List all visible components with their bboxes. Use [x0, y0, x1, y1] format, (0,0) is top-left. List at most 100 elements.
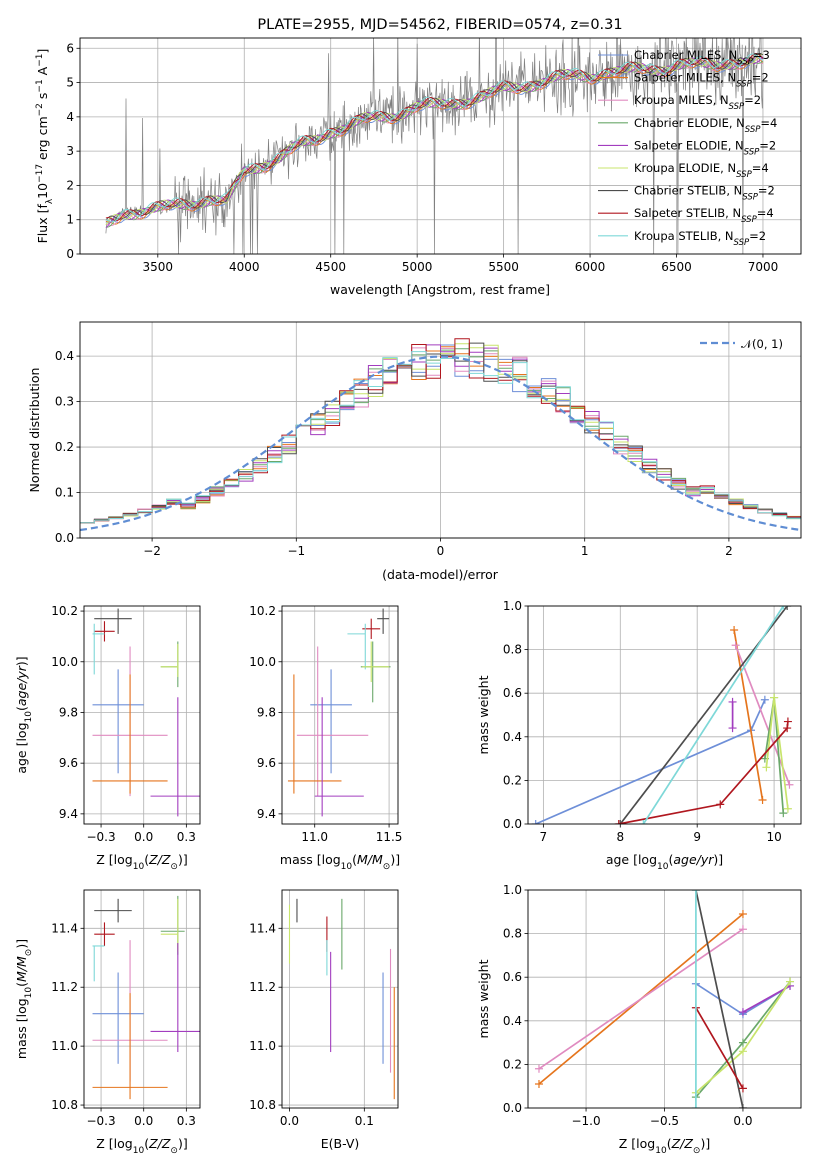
- x-tick-label: −0.3: [86, 1114, 115, 1128]
- label-part: )]: [178, 852, 188, 867]
- series-kroupa-stelib: [691, 890, 700, 1108]
- y-tick-label: 11.2: [51, 980, 78, 994]
- label-part: 10: [341, 862, 353, 872]
- model-spectrum-chabrier-elodie: [105, 57, 764, 228]
- x-tick-label: 10: [766, 830, 781, 844]
- label-part: 10: [24, 987, 34, 999]
- series-marker: [738, 909, 747, 918]
- x-tick-label: 2: [725, 544, 733, 558]
- y-tick-label: 0.4: [55, 349, 74, 363]
- y-axis-label: Flux [fλ10−17 erg cm−2 s−1 A−1]: [35, 49, 55, 244]
- x-tick-label: 9: [693, 830, 701, 844]
- y-tick-label: 9.6: [59, 756, 78, 770]
- errorbar-kroupa-stelib: [92, 945, 105, 982]
- label-part: (: [144, 1136, 149, 1151]
- label-part: Z [log: [619, 1136, 655, 1151]
- errorbar-salpeter-miles: [287, 674, 342, 794]
- y-tick-label: 4: [66, 110, 74, 124]
- legend-subscript: SSP: [742, 193, 758, 203]
- errorbar-chabrier-stelib: [94, 608, 132, 634]
- series-marker: [783, 717, 792, 726]
- legend-suffix: =2: [758, 184, 775, 198]
- label-part: )]: [14, 939, 29, 949]
- legend-text: Kroupa MILES, N: [634, 93, 729, 107]
- label-part: erg cm: [35, 116, 50, 164]
- plot-area: [80, 338, 801, 532]
- series-marker: [716, 800, 725, 809]
- x-tick-label: 3500: [143, 260, 174, 274]
- y-tick-label: 3: [66, 144, 74, 158]
- axes-age_vs_Z: −0.3 0.0 0.3 9.4 9.6 9.8 10.0 10.2: [51, 604, 201, 844]
- y-tick-label: 0.2: [503, 1057, 522, 1071]
- errorbar-chabrier-elodie: [160, 641, 179, 688]
- x-tick-label: 0.0: [280, 1114, 299, 1128]
- legend-label: Chabrier ELODIE, NSSP=4: [634, 116, 777, 135]
- x-axis-label: wavelength [Angstrom, rest frame]: [330, 282, 550, 297]
- y-tick-label: 9.6: [257, 756, 276, 770]
- y-tick-label: 0.8: [503, 643, 522, 657]
- legend-suffix: =4: [752, 161, 769, 175]
- y-tick-label: 1: [66, 213, 74, 227]
- x-axis-label: Z [log10(Z/Z⊙)]: [96, 1136, 187, 1156]
- legend-subscript: SSP: [729, 102, 745, 112]
- y-tick-label: 9.8: [59, 705, 78, 719]
- label-part: Z/Z: [671, 1136, 694, 1151]
- legend-suffix: =2: [759, 138, 776, 152]
- axes-mass_vs_Z: −0.3 0.0 0.3 10.8 11.0 11.2 11.4: [51, 889, 201, 1128]
- label-part: (: [352, 852, 357, 867]
- label-part: )]: [178, 1136, 188, 1151]
- x-tick-label: −2: [143, 544, 161, 558]
- series-kroupa-stelib: [639, 606, 788, 824]
- chart-title: PLATE=2955, MJD=54562, FIBERID=0574, z=0…: [257, 17, 622, 33]
- plot-area: [288, 898, 395, 1100]
- x-tick-label: −0.5: [650, 1114, 679, 1128]
- axes-frame: [79, 37, 802, 255]
- series-marker: [534, 1064, 543, 1073]
- axes-frame: [79, 321, 802, 539]
- x-axis-label: mass [log10(M/M⊙)]: [280, 852, 400, 872]
- label-part: −2: [35, 103, 45, 116]
- label-part: ⊙: [383, 862, 391, 872]
- legend-subscript: SSP: [737, 57, 753, 67]
- y-tick-label: 0.3: [55, 395, 74, 409]
- legend-text: Salpeter ELODIE, N: [634, 138, 744, 152]
- y-tick-label: 9.8: [257, 705, 276, 719]
- x-tick-label: 11.0: [301, 830, 328, 844]
- y-tick-label: 1.0: [503, 883, 522, 897]
- x-tick-label: 4500: [315, 260, 346, 274]
- series-kroupa-miles: [534, 925, 747, 1073]
- legend-text: Chabrier STELIB, N: [634, 184, 742, 198]
- legend-subscript: SSP: [736, 80, 752, 90]
- x-axis-label: Z [log10(Z/Z⊙)]: [96, 852, 187, 872]
- legend-label: Salpeter STELIB, NSSP=4: [634, 206, 774, 225]
- x-tick-label: 6000: [575, 260, 606, 274]
- series-marker: [639, 820, 648, 824]
- y-tick-label: 0.1: [55, 486, 74, 500]
- y-axis-label: mass weight: [476, 959, 491, 1038]
- series-marker: [779, 809, 788, 818]
- series-marker: [738, 925, 747, 934]
- label-part: Z/Z: [148, 1136, 171, 1151]
- series-marker: [691, 1104, 700, 1108]
- gaussian-curve: [80, 355, 801, 532]
- y-tick-label: 10.0: [249, 655, 276, 669]
- series-marker: [728, 724, 737, 733]
- y-tick-label: 1.0: [503, 599, 522, 613]
- label-part: A: [35, 66, 50, 79]
- x-tick-label: 11.5: [376, 830, 403, 844]
- series-salpeter-stelib: [614, 717, 792, 824]
- y-tick-label: 0.0: [503, 1101, 522, 1115]
- legend-text: Chabrier ELODIE, N: [634, 116, 745, 130]
- label-part: 10: [133, 862, 145, 872]
- errorbar-kroupa-elodie: [160, 898, 179, 952]
- label-part: (: [668, 852, 673, 867]
- axes-frame: [281, 889, 399, 1109]
- x-tick-label: 1: [581, 544, 589, 558]
- label-part: 10: [657, 862, 669, 872]
- series-marker: [730, 625, 739, 634]
- errorbar-kroupa-stelib: [347, 623, 366, 670]
- y-tick-label: 10.0: [51, 655, 78, 669]
- label-part: )]: [713, 852, 723, 867]
- series-marker: [738, 1047, 747, 1056]
